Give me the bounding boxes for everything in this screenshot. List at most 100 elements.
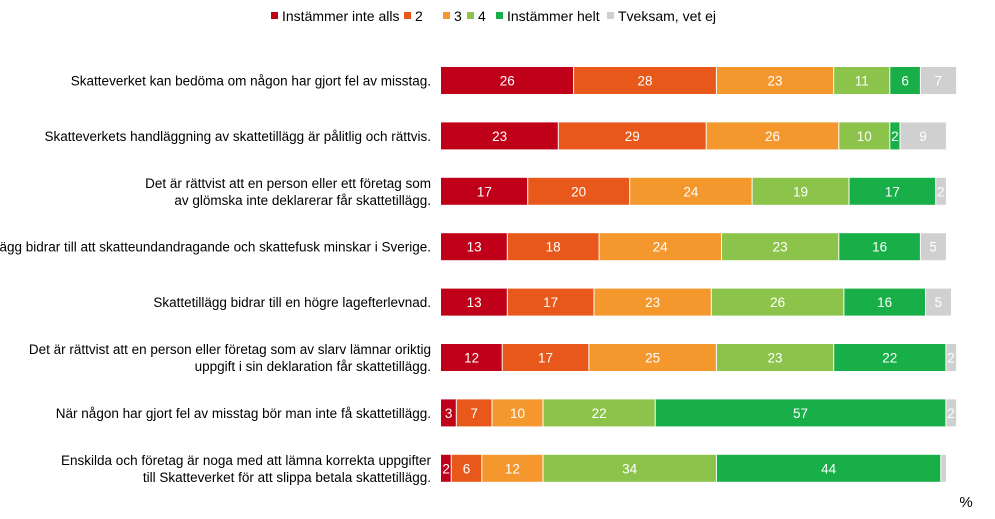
bar-segment: [900, 122, 946, 150]
data-label: 5: [929, 240, 937, 255]
data-label: 2: [947, 351, 955, 366]
data-label: 18: [546, 240, 561, 255]
data-label: 5: [934, 295, 942, 310]
data-label: 6: [901, 74, 909, 89]
data-label: 19: [793, 184, 808, 199]
data-label: 7: [470, 406, 478, 421]
bar-segment: [492, 399, 543, 427]
category-label-line: till Skatteverket för att slippa betala …: [143, 470, 431, 485]
data-label: 2: [947, 406, 955, 421]
bar-segment: [752, 177, 849, 205]
bar-segment: [716, 344, 834, 371]
bar-segment: [441, 288, 508, 316]
category-label-line: Enskilda och företag är noga med att läm…: [61, 453, 431, 468]
bar-segment: [721, 233, 839, 261]
legend-item: 4: [467, 8, 486, 24]
category-label: Enskilda och företag är noga med att läm…: [61, 453, 431, 485]
data-label: 23: [773, 240, 788, 255]
category-label: Skatteverket kan bedöma om någon har gjo…: [71, 74, 431, 89]
data-label: 44: [821, 461, 837, 476]
category-label-line: Det är rättvist att en person eller ett …: [145, 176, 431, 191]
bar-segment: [838, 233, 921, 261]
data-label: 13: [467, 295, 482, 310]
bar-segment: [711, 288, 844, 316]
data-label: 17: [885, 184, 900, 199]
data-label: 28: [637, 74, 652, 89]
legend-item: 2: [404, 8, 423, 24]
data-label: 23: [492, 129, 507, 144]
category-label-line: Skatteverket kan bedöma om någon har gjo…: [71, 74, 431, 89]
legend-label: Instämmer inte alls: [282, 8, 399, 24]
data-label: 7: [934, 74, 942, 89]
category-label: Det är rättvist att en person eller före…: [29, 342, 431, 374]
bar-segment: [527, 177, 630, 205]
data-label: 26: [500, 74, 515, 89]
data-label: 16: [872, 240, 887, 255]
bar-segment: [558, 122, 707, 150]
bar-segment: [889, 122, 900, 150]
category-label-line: Skattetillägg bidrar till att skatteunda…: [0, 240, 431, 255]
data-label: 16: [877, 295, 892, 310]
category-label: Skattetillägg bidrar till att skatteunda…: [0, 240, 431, 255]
legend-swatch: [607, 12, 614, 19]
legend-label: 3: [454, 8, 462, 24]
bar-segment: [940, 454, 946, 482]
legend-label: Tveksam, vet ej: [618, 8, 716, 24]
bar-segment: [441, 233, 508, 261]
category-label: Skattetillägg bidrar till en högre lagef…: [153, 295, 431, 310]
data-label: 20: [571, 184, 586, 199]
bar-segment: [543, 399, 656, 427]
bar-segment: [451, 454, 482, 482]
bar-segment: [629, 177, 753, 205]
bar-segment: [441, 67, 574, 94]
data-label: 2: [442, 461, 450, 476]
data-label: 2: [937, 184, 945, 199]
category-label-line: Skattetillägg bidrar till en högre lagef…: [153, 295, 431, 310]
bar-segment: [925, 288, 951, 316]
bar-segment: [655, 399, 946, 427]
legend: Instämmer inte alls 2 3 4 Instämmer helt Tvek…: [271, 8, 716, 24]
bar-segment: [716, 67, 834, 94]
data-label: 34: [622, 461, 638, 476]
data-label: 23: [768, 74, 783, 89]
data-label: 10: [857, 129, 872, 144]
category-label: När någon har gjort fel av misstag bör m…: [56, 406, 431, 421]
bar-segment: [889, 67, 921, 94]
data-label: 12: [505, 461, 520, 476]
legend-swatch: [496, 12, 503, 19]
bar-segment: [945, 344, 957, 371]
bar-segment: [716, 454, 941, 482]
category-label-line: av glömska inte deklarerar får skattetil…: [174, 193, 431, 208]
bar-segment: [507, 233, 600, 261]
bar-segment: [441, 177, 528, 205]
bar-segment: [441, 454, 452, 482]
data-label: 26: [765, 129, 780, 144]
data-label: 29: [625, 129, 640, 144]
bar-segment: [920, 67, 957, 94]
data-label: 11: [855, 74, 869, 89]
bar-segment: [706, 122, 839, 150]
bar-segment: [833, 67, 890, 94]
bar-segment: [838, 122, 890, 150]
bar-segment: [507, 288, 594, 316]
bar-row: 3 7 10 22 57 2: [441, 399, 957, 427]
data-label: 17: [477, 184, 492, 199]
bar-segment: [573, 67, 717, 94]
data-label: 3: [445, 406, 453, 421]
bar-segment: [833, 344, 946, 371]
data-label: 10: [510, 406, 525, 421]
legend-item: Tveksam, vet ej: [607, 8, 716, 24]
bar-segment: [588, 344, 717, 371]
data-label: 13: [467, 240, 482, 255]
bar-row: 13 18 24 23 16 5: [441, 233, 946, 261]
bar-segment: [441, 399, 457, 427]
legend-label: 4: [478, 8, 486, 24]
legend-swatch: [467, 12, 474, 19]
unit-label: %: [959, 494, 972, 511]
legend-swatch: [404, 12, 411, 19]
bar-segment: [594, 288, 712, 316]
data-label: 25: [645, 351, 660, 366]
data-label: 22: [882, 351, 897, 366]
bar-segment: [935, 177, 946, 205]
